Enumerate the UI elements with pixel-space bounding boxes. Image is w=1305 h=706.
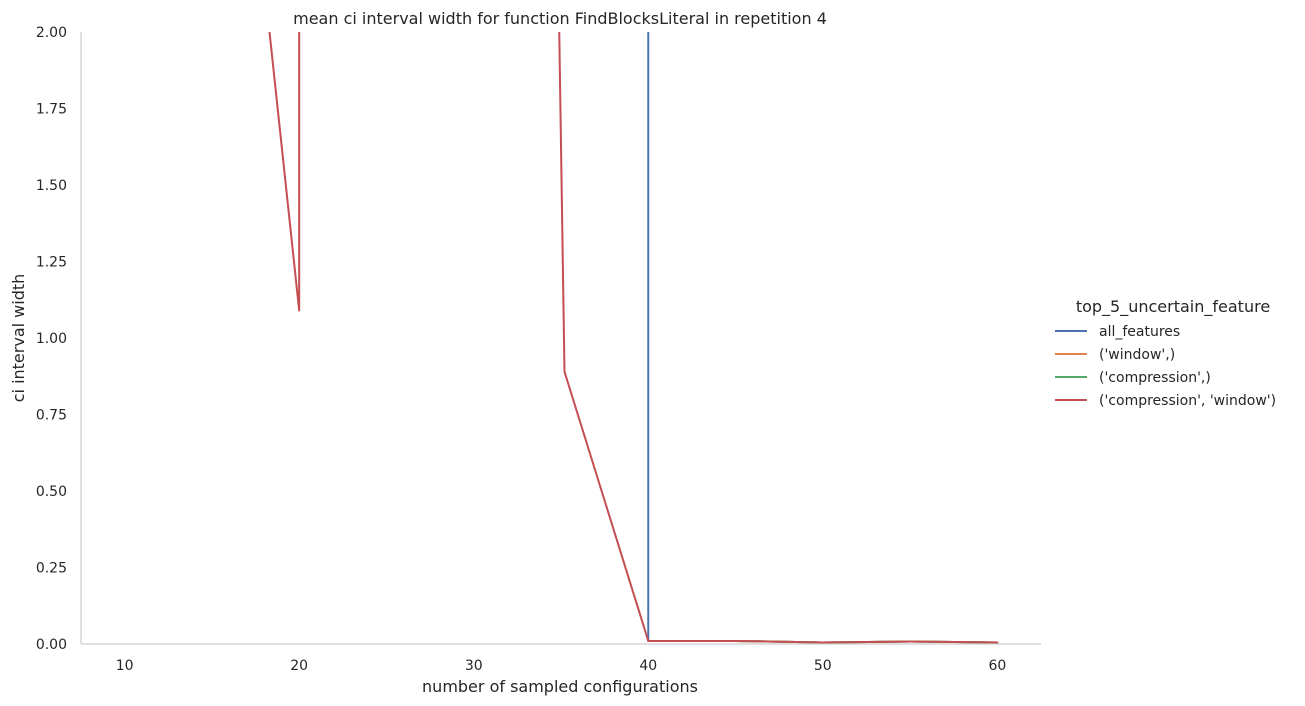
- y-axis-label: ci interval width: [9, 274, 28, 403]
- x-tick-label: 50: [814, 658, 832, 674]
- x-tick-label: 30: [465, 658, 483, 674]
- x-axis-label: number of sampled configurations: [422, 677, 698, 696]
- y-tick-label: 0.75: [36, 408, 67, 424]
- y-tick-label: 1.50: [36, 178, 67, 194]
- chart-title: mean ci interval width for function Find…: [293, 9, 827, 28]
- legend-label: ('compression', 'window'): [1099, 393, 1276, 409]
- legend-label: ('window',): [1099, 347, 1175, 363]
- x-axis-ticks: 10 20 30 40 50 60: [116, 658, 1007, 674]
- plot-area: [268, 32, 999, 644]
- y-tick-label: 1.00: [36, 331, 67, 347]
- y-tick-label: 1.25: [36, 255, 67, 271]
- x-tick-label: 60: [988, 658, 1006, 674]
- legend-items: all_features ('window',) ('compression',) (…: [1055, 324, 1276, 409]
- y-tick-label: 2.00: [36, 25, 67, 41]
- x-tick-label: 40: [639, 658, 657, 674]
- legend-title: top_5_uncertain_feature: [1076, 297, 1270, 317]
- y-tick-label: 0.25: [36, 561, 67, 577]
- y-tick-label: 1.75: [36, 102, 67, 118]
- series-line: [268, 32, 301, 312]
- x-tick-label: 10: [116, 658, 134, 674]
- y-tick-label: 0.50: [36, 484, 67, 500]
- legend-label: all_features: [1099, 324, 1180, 340]
- legend: top_5_uncertain_feature all_features ('wi…: [1055, 297, 1276, 409]
- legend-label: ('compression',): [1099, 370, 1211, 386]
- y-tick-label: 0.00: [36, 637, 67, 653]
- series-line: [647, 32, 999, 644]
- y-axis-ticks: 0.00 0.25 0.50 0.75 1.00 1.25 1.50 1.75 2.00: [36, 25, 67, 653]
- series-line: [558, 32, 999, 644]
- x-tick-label: 20: [290, 658, 308, 674]
